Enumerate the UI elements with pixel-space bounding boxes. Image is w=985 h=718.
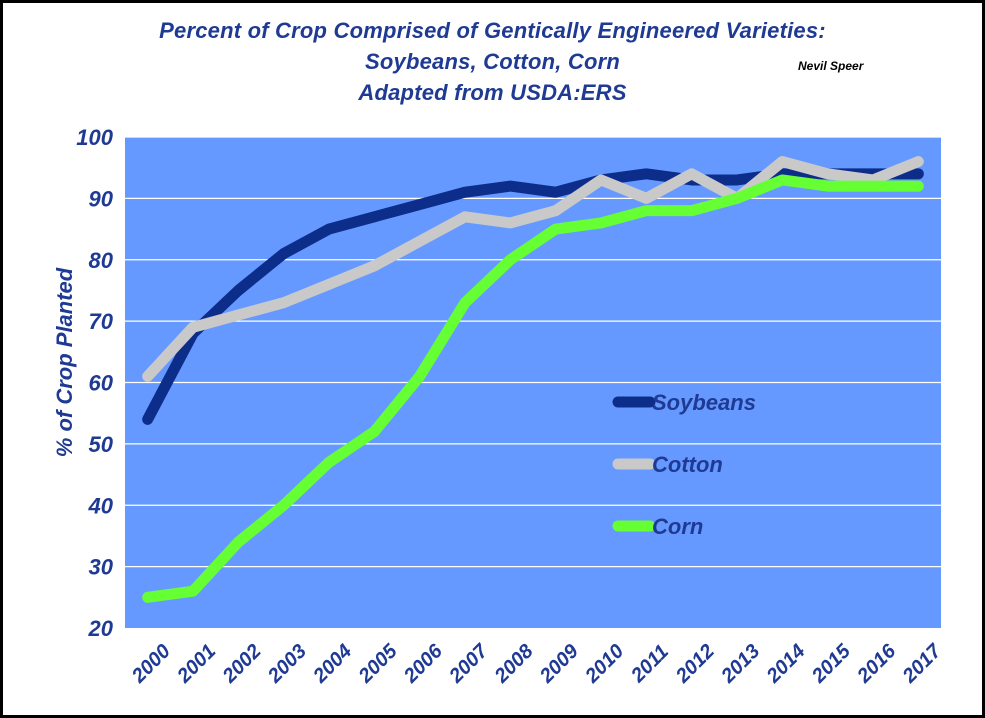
- legend-label-cotton: Cotton: [652, 452, 723, 477]
- y-tick-label: 60: [89, 371, 114, 396]
- x-tick-label: 2014: [762, 640, 810, 688]
- chart-title-line-1: Percent of Crop Comprised of Gentically …: [159, 18, 826, 43]
- y-tick-label: 70: [89, 309, 114, 334]
- series-line-soybeans: [142, 168, 924, 425]
- y-tick-label: 90: [89, 186, 114, 211]
- x-tick-label: 2000: [127, 640, 175, 688]
- x-tick-label: 2005: [354, 640, 402, 688]
- y-tick-label: 40: [88, 493, 114, 518]
- x-tick-label: 2001: [173, 640, 221, 688]
- chart-title-line-2: Soybeans, Cotton, Corn: [365, 49, 620, 74]
- x-tick-label: 2012: [671, 640, 719, 688]
- y-tick-label: 30: [89, 555, 114, 580]
- y-tick-label: 80: [89, 248, 114, 273]
- author-credit: Nevil Speer: [798, 59, 864, 73]
- x-tick-label: 2016: [853, 640, 901, 688]
- chart-title-line-3: Adapted from USDA:ERS: [358, 80, 627, 105]
- y-axis-title: % of Crop Planted: [52, 267, 77, 457]
- x-tick-label: 2015: [807, 640, 855, 688]
- y-tick-label: 50: [89, 432, 114, 457]
- y-tick-label: 20: [88, 616, 114, 641]
- x-tick-label: 2017: [898, 640, 946, 688]
- x-tick-label: 2010: [581, 640, 629, 688]
- x-tick-label: 2008: [490, 640, 538, 688]
- x-tick-label: 2013: [717, 640, 765, 688]
- x-tick-label: 2007: [445, 640, 493, 688]
- x-tick-label: 2002: [218, 640, 266, 688]
- x-tick-label: 2004: [309, 640, 357, 688]
- legend-label-soybeans: Soybeans: [652, 390, 756, 415]
- series-line-cotton: [142, 156, 924, 382]
- x-tick-label: 2011: [626, 641, 673, 688]
- y-tick-label: 100: [76, 125, 113, 150]
- series-line-corn: [142, 174, 924, 603]
- x-tick-label: 2006: [399, 640, 447, 688]
- x-tick-label: 2003: [263, 640, 311, 688]
- x-tick-label: 2009: [535, 640, 583, 688]
- legend-label-corn: Corn: [652, 514, 703, 539]
